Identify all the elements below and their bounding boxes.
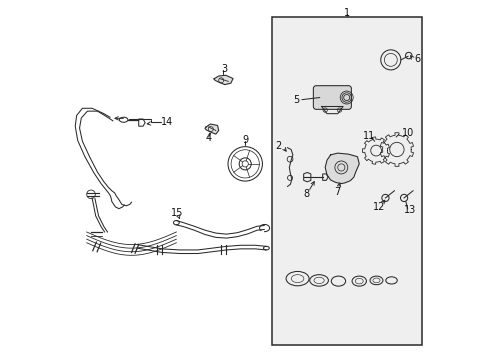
Text: 13: 13 bbox=[403, 206, 415, 216]
Text: 11: 11 bbox=[363, 131, 375, 141]
Polygon shape bbox=[204, 124, 218, 134]
Text: 10: 10 bbox=[401, 129, 413, 138]
Text: 7: 7 bbox=[334, 187, 340, 197]
Text: 15: 15 bbox=[170, 208, 183, 219]
Text: 14: 14 bbox=[161, 117, 173, 127]
FancyBboxPatch shape bbox=[313, 86, 351, 109]
Polygon shape bbox=[214, 75, 233, 85]
Text: 4: 4 bbox=[205, 133, 211, 143]
Polygon shape bbox=[325, 153, 359, 184]
Text: 5: 5 bbox=[292, 95, 298, 105]
Bar bbox=[272, 17, 421, 345]
Text: 9: 9 bbox=[242, 135, 248, 145]
Text: 2: 2 bbox=[274, 140, 281, 150]
Text: 6: 6 bbox=[414, 54, 420, 64]
Text: 12: 12 bbox=[372, 202, 385, 212]
Text: 8: 8 bbox=[303, 189, 308, 199]
Text: 1: 1 bbox=[343, 8, 349, 18]
Text: 3: 3 bbox=[221, 64, 226, 74]
